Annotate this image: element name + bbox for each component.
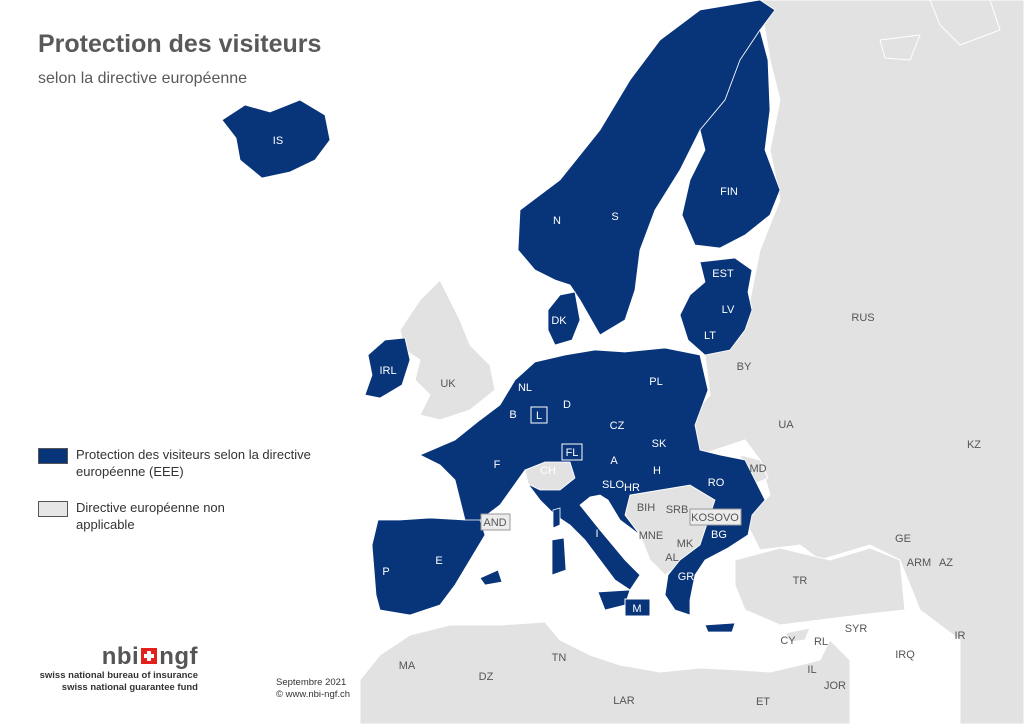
finland-shape <box>681 29 781 249</box>
logo-brand-right: ngf <box>159 643 198 670</box>
label-rl: RL <box>814 636 828 648</box>
denmark-shape <box>547 291 581 346</box>
map-title: Protection des visiteurs <box>38 30 322 58</box>
north-africa-land <box>359 621 851 724</box>
country-labels: IS N S FIN EST LV LT DK IRL NL B L D PL … <box>273 135 982 708</box>
label-irq: IRQ <box>895 649 915 661</box>
legend-swatch-not-applicable <box>38 501 68 517</box>
label-srb: SRB <box>666 504 689 516</box>
label-f: F <box>494 459 501 471</box>
label-ch: CH <box>540 465 556 477</box>
label-cy: CY <box>780 635 796 647</box>
label-slo: SLO <box>602 479 624 491</box>
label-et: ET <box>756 696 770 708</box>
label-uk: UK <box>440 378 456 390</box>
crete-shape <box>704 622 736 633</box>
label-arm: ARM <box>907 557 931 569</box>
logo-wordmark: nbi ngf <box>38 644 198 670</box>
legend-label-protected: Protection des visiteurs selon la direct… <box>76 447 311 479</box>
label-bih: BIH <box>637 502 655 514</box>
label-kz: KZ <box>967 439 981 451</box>
label-tr: TR <box>793 575 808 587</box>
label-and: AND <box>483 517 506 529</box>
label-nl: NL <box>518 382 532 394</box>
label-m: M <box>632 603 641 615</box>
footer-website: © www.nbi-ngf.ch <box>276 689 351 700</box>
legend-item-not-applicable: Directive européenne non applicable <box>38 499 266 533</box>
label-fin: FIN <box>720 186 738 198</box>
arctic-islands <box>879 0 1001 61</box>
label-dz: DZ <box>479 671 494 683</box>
label-bg: BG <box>711 529 727 541</box>
label-est: EST <box>712 268 734 280</box>
label-ir: IR <box>955 630 966 642</box>
box-l <box>530 406 548 424</box>
label-h: H <box>653 465 661 477</box>
label-fl: FL <box>566 447 579 459</box>
uk-land <box>399 279 496 421</box>
label-by: BY <box>737 361 752 373</box>
label-n: N <box>553 215 561 227</box>
label-ge: GE <box>895 533 911 545</box>
label-a: A <box>610 455 618 467</box>
label-rus: RUS <box>851 312 874 324</box>
swiss-cross-icon <box>141 648 158 665</box>
map-subtitle: selon la directive européenne <box>38 70 248 87</box>
box-m <box>624 598 651 617</box>
label-tn: TN <box>552 652 567 664</box>
iceland-shape <box>221 99 331 179</box>
label-ua: UA <box>778 419 794 431</box>
label-cz: CZ <box>610 420 625 432</box>
label-az: AZ <box>939 557 953 569</box>
scandinavia-shape <box>517 0 776 336</box>
label-b: B <box>509 409 516 421</box>
label-irl: IRL <box>379 365 396 377</box>
ireland-shape <box>364 337 411 399</box>
label-jor: JOR <box>824 680 846 692</box>
label-gr: GR <box>678 571 695 583</box>
label-al: AL <box>665 552 678 564</box>
label-md: MD <box>749 463 766 475</box>
label-il: IL <box>807 664 816 676</box>
legend-label-not-applicable: Directive européenne non applicable <box>76 500 225 532</box>
label-kosovo: KOSOVO <box>691 512 739 524</box>
label-ro: RO <box>708 477 725 489</box>
label-p: P <box>382 566 389 578</box>
continental-eu-shape <box>371 347 766 616</box>
box-fl <box>561 443 583 461</box>
logo-line-2: swiss national guarantee fund <box>61 682 198 693</box>
label-mk: MK <box>677 538 694 550</box>
legend-item-protected: Protection des visiteurs selon la direct… <box>38 446 326 480</box>
turkey-land <box>734 547 906 626</box>
label-is: IS <box>273 135 283 147</box>
nbi-ngf-logo: nbi ngf swiss national bureau of insuranc… <box>38 644 198 694</box>
legend-swatch-protected <box>38 448 68 464</box>
label-e: E <box>435 555 442 567</box>
label-syr: SYR <box>845 623 868 635</box>
label-sk: SK <box>652 438 667 450</box>
label-i: I <box>595 528 598 540</box>
box-and <box>480 513 511 531</box>
label-lt: LT <box>704 330 716 342</box>
box-kosovo <box>689 508 742 526</box>
logo-line-1: swiss national bureau of insurance <box>39 670 198 681</box>
footer-date: Septembre 2021 <box>276 677 347 688</box>
label-boxes <box>480 406 742 617</box>
logo-brand-left: nbi <box>101 643 140 670</box>
label-mne: MNE <box>639 530 663 542</box>
label-d: D <box>563 399 571 411</box>
cy-land <box>784 627 811 643</box>
label-ma: MA <box>399 660 416 672</box>
label-pl: PL <box>649 376 662 388</box>
baltics-shape <box>679 257 753 356</box>
label-dk: DK <box>551 315 567 327</box>
label-lar: LAR <box>613 695 634 707</box>
footer-info: Septembre 2021 © www.nbi-ngf.ch <box>276 677 350 701</box>
label-s: S <box>611 211 618 223</box>
label-lv: LV <box>722 304 735 316</box>
label-hr: HR <box>624 482 640 494</box>
label-l: L <box>536 410 542 422</box>
